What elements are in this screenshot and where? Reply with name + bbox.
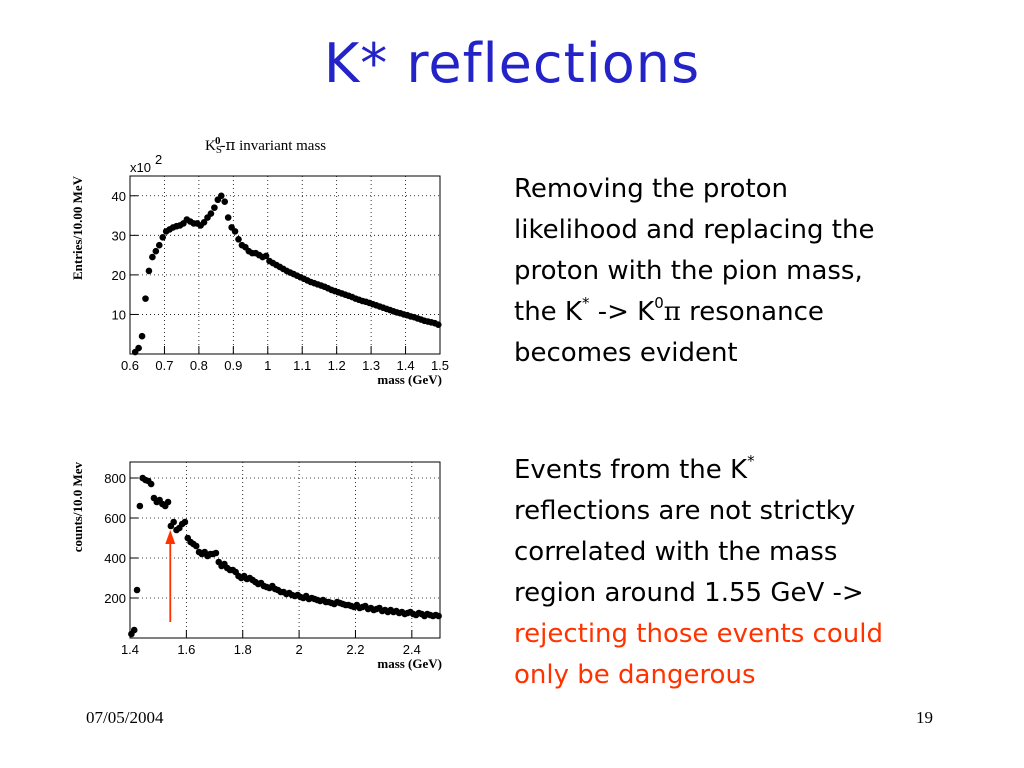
- y-tick-label: 40: [112, 189, 126, 204]
- text-fragment: resonance: [680, 297, 824, 327]
- footer-date: 07/05/2004: [86, 708, 164, 727]
- data-point: [164, 498, 172, 506]
- x-axis-label: mass (GeV): [377, 656, 442, 671]
- x-tick-label: 1.1: [293, 358, 311, 373]
- text-fragment: -> K: [589, 297, 655, 327]
- x-tick-label: 0.8: [190, 358, 208, 373]
- text-line: reflections are not strictky: [514, 496, 856, 526]
- data-point: [200, 218, 208, 226]
- x-tick-label: 0.9: [224, 358, 242, 373]
- text-fragment: Events from the K: [514, 455, 748, 485]
- x-tick-label: 1.4: [397, 358, 415, 373]
- text-fragment: the K: [514, 297, 582, 327]
- superscript: 0: [654, 294, 664, 312]
- plot-frame: [129, 175, 441, 355]
- data-point: [136, 502, 144, 510]
- y-tick-label: 30: [112, 228, 126, 243]
- footer-page-number: 19: [916, 708, 933, 727]
- data-point: [192, 542, 200, 550]
- y-axis-label: Entries/10.00 MeV: [70, 175, 85, 280]
- text-line: correlated with the mass: [514, 537, 838, 567]
- slide-title: K* reflections: [323, 32, 701, 95]
- explanation-text-block: Removing the proton likelihood and repla…: [514, 169, 994, 374]
- data-point: [155, 241, 163, 249]
- highlight-arrow-head: [165, 530, 176, 544]
- text-line: proton with the pion mass,: [514, 256, 863, 286]
- data-point: [159, 234, 167, 241]
- y-tick-label: 600: [104, 511, 126, 526]
- x-axis-label: mass (GeV): [377, 372, 442, 387]
- x-tick-label: 0.6: [121, 358, 139, 373]
- data-point: [435, 612, 442, 620]
- x-tick-label: 1.3: [362, 358, 380, 373]
- data-point: [152, 247, 160, 255]
- x-tick-label: 1: [264, 358, 271, 373]
- text-line: becomes evident: [514, 338, 738, 368]
- y-scale-exponent: 2: [155, 152, 162, 167]
- data-point: [224, 214, 232, 221]
- data-point: [138, 332, 146, 340]
- data-point: [235, 235, 242, 243]
- data-point: [133, 586, 141, 594]
- x-tick-label: 2.4: [403, 642, 421, 657]
- text-line: likelihood and replacing the: [514, 215, 875, 245]
- data-point: [135, 344, 142, 352]
- y-tick-label: 200: [104, 591, 126, 606]
- conclusion-text-block: Events from the K* reflections are not s…: [514, 450, 994, 696]
- y-scale-label: x10: [130, 160, 151, 175]
- text-line: region around 1.55 GeV ->: [514, 578, 864, 608]
- counts-mass-chart: 1.4 1.6 1.8 2 2.2 2.4 200 400 600 800 mass (GeV) co…: [60, 448, 480, 688]
- x-tick-label: 1.2: [328, 358, 346, 373]
- y-tick-label: 10: [112, 307, 126, 322]
- data-point: [211, 204, 218, 211]
- y-tick-label: 800: [104, 471, 126, 486]
- data-point: [207, 210, 215, 217]
- data-point: [147, 480, 155, 488]
- data-point: [221, 198, 229, 206]
- data-point: [130, 626, 138, 634]
- y-tick-label: 400: [104, 551, 126, 566]
- data-point: [231, 228, 239, 235]
- y-tick-label: 20: [112, 268, 126, 283]
- superscript: *: [581, 294, 590, 312]
- invariant-mass-chart: 0.6 0.7 0.8 0.9 1 1.1 1.2 1.3 1.4 1.5 10 20 30 40 mass…: [60, 128, 480, 388]
- data-point: [181, 518, 189, 526]
- data-point: [142, 295, 149, 302]
- text-line: the K* -> K0π resonance: [514, 292, 994, 333]
- x-tick-label: 1.6: [177, 642, 195, 657]
- data-point: [217, 192, 225, 200]
- data-point: [212, 549, 220, 557]
- text-line: Events from the K*: [514, 450, 994, 491]
- data-point: [149, 253, 156, 261]
- x-tick-label: 1.5: [431, 358, 449, 373]
- highlight-text-line: rejecting those events could: [514, 619, 883, 649]
- counts-mass-chart-svg: 1.4 1.6 1.8 2 2.2 2.4 200 400 600 800 mass (GeV) co…: [70, 461, 442, 671]
- highlight-text-line: only be dangerous: [514, 660, 756, 690]
- text-line: Removing the proton: [514, 174, 789, 204]
- invariant-mass-chart-svg: 0.6 0.7 0.8 0.9 1 1.1 1.2 1.3 1.4 1.5 10 20 30 40 mass…: [70, 135, 449, 387]
- x-tick-label: 1.4: [121, 642, 139, 657]
- superscript: *: [747, 452, 755, 470]
- pi-symbol: π: [663, 297, 681, 327]
- x-tick-label: 2.2: [346, 642, 364, 657]
- x-tick-label: 2: [295, 642, 302, 657]
- data-point: [434, 321, 442, 329]
- x-tick-label: 0.7: [155, 358, 173, 373]
- data-point: [262, 252, 270, 260]
- chart-title: KS0-π invariant mass: [205, 135, 326, 156]
- y-axis-label: counts/10.0 Mev: [70, 462, 85, 553]
- x-tick-label: 1.8: [234, 642, 252, 657]
- data-point: [170, 518, 177, 526]
- data-point: [145, 267, 153, 275]
